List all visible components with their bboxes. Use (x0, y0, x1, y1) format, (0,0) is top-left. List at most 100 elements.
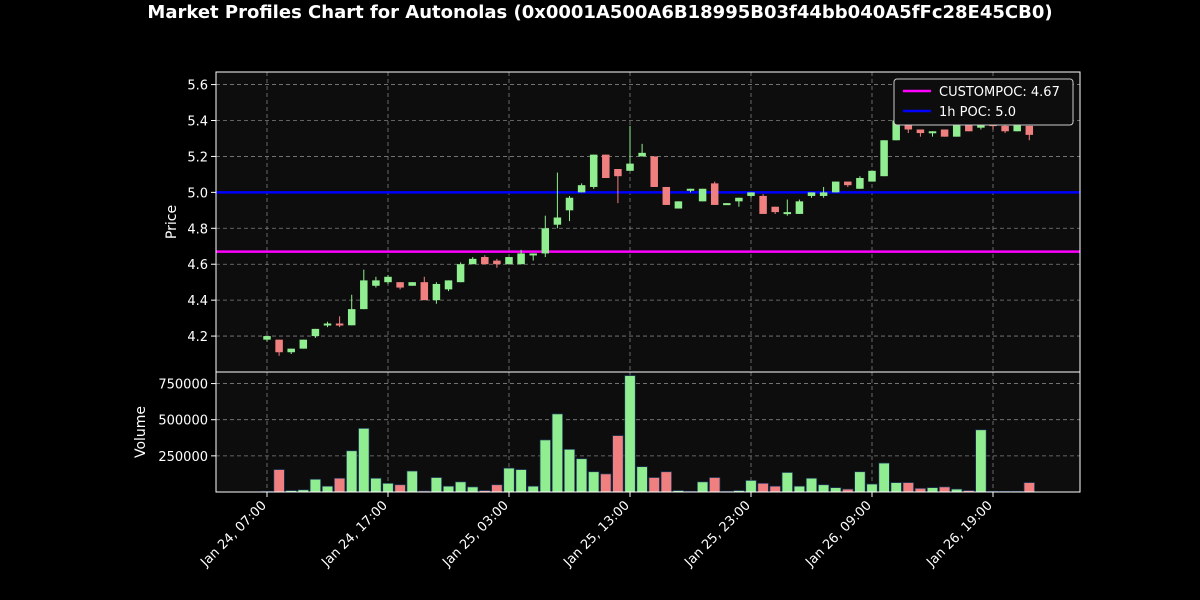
candle-body (602, 154, 610, 178)
candle-body (529, 253, 537, 256)
candle-body (856, 177, 864, 189)
candle-body (759, 195, 767, 214)
candle (432, 282, 441, 304)
volume-bar (575, 458, 588, 493)
candle (299, 339, 308, 349)
candle (940, 129, 949, 137)
candle (347, 294, 356, 326)
candle (577, 183, 586, 193)
volume-tick-label: 500000 (158, 414, 208, 429)
volume-axis-label: Volume (133, 406, 149, 458)
candle-body (795, 201, 804, 214)
candle-body (892, 120, 900, 141)
candle (844, 181, 852, 187)
candle-body (553, 217, 562, 225)
candle (662, 186, 671, 205)
volume-bar (430, 477, 442, 493)
volume-bar (660, 471, 672, 493)
candle-body (638, 152, 646, 157)
price-tick-label: 5.4 (187, 115, 208, 130)
chart-title: Market Profiles Chart for Autonolas (0x0… (147, 2, 1052, 23)
volume-bar (648, 477, 660, 493)
candle (698, 188, 707, 202)
candle-body (396, 282, 404, 288)
candle (468, 257, 477, 265)
candles (263, 120, 1034, 356)
volume-bar (370, 477, 382, 493)
candle-body (589, 154, 598, 187)
candle-body (541, 228, 550, 254)
candle (916, 129, 925, 137)
volume-bar (394, 484, 406, 493)
candle (1001, 124, 1009, 134)
candle-body (819, 192, 828, 196)
volume-bar (527, 485, 539, 493)
volume-bar (563, 448, 576, 493)
volume-plot-frame (215, 371, 1081, 493)
candle-body (662, 186, 671, 205)
candle (529, 253, 537, 261)
candle-body (432, 283, 441, 301)
candle (928, 131, 937, 137)
candle (783, 199, 792, 216)
volume-bar (781, 472, 793, 493)
price-tick-label: 5.2 (187, 150, 208, 165)
price-axis-label: Price (164, 205, 180, 239)
candle (856, 176, 864, 189)
candle-body (965, 122, 973, 132)
price-tick-label: 5.6 (187, 79, 208, 94)
candle (831, 181, 840, 193)
volume-bar (938, 486, 951, 493)
candle-body (347, 309, 356, 326)
candle-body (311, 328, 320, 337)
volume-bar (600, 473, 612, 493)
candle-body (577, 185, 586, 193)
candle-body (323, 323, 332, 326)
candle (614, 169, 622, 204)
volume-bar (817, 484, 830, 493)
volume-bar (696, 481, 709, 493)
candle (263, 336, 271, 342)
candle-body (335, 323, 344, 326)
candle (771, 206, 779, 214)
poc-lines (216, 191, 1080, 253)
candle-body (408, 282, 416, 286)
candle (565, 195, 574, 222)
candle-body (299, 339, 308, 349)
candle-body (674, 201, 683, 209)
candle (456, 262, 465, 283)
candle (723, 203, 731, 206)
legend-box (893, 78, 1074, 126)
volume-bar (914, 488, 927, 493)
candle-body (747, 192, 755, 196)
candle-body (493, 260, 501, 265)
candle-body (807, 192, 816, 196)
volume-bar (854, 471, 866, 493)
candle-body (771, 206, 779, 213)
candle (868, 170, 876, 182)
volume-bar (467, 486, 479, 493)
candle (880, 140, 888, 177)
volume-bar (273, 469, 285, 493)
price-tick-label: 4.2 (187, 330, 208, 345)
candle (710, 181, 719, 205)
price-y-ticks: 4.2 4.4 4.6 4.8 5.0 5.2 5.4 5.6 (187, 79, 216, 345)
price-tick-label: 4.6 (187, 258, 208, 273)
candle-body (844, 181, 852, 186)
candle (335, 316, 344, 328)
candle (650, 156, 658, 187)
price-tick-label: 4.4 (187, 294, 208, 309)
volume-y-ticks: 250000 500000 750000 (158, 378, 216, 465)
volume-bar (805, 477, 818, 493)
candle (602, 154, 610, 178)
volume-bar (636, 466, 648, 493)
candle-body (505, 257, 513, 265)
volume-bar (624, 375, 636, 493)
candle (807, 192, 816, 198)
volume-bar (866, 483, 878, 493)
candle-body (1001, 125, 1009, 132)
candle-body (868, 170, 876, 182)
candle-body (517, 253, 525, 265)
candle (481, 255, 489, 265)
